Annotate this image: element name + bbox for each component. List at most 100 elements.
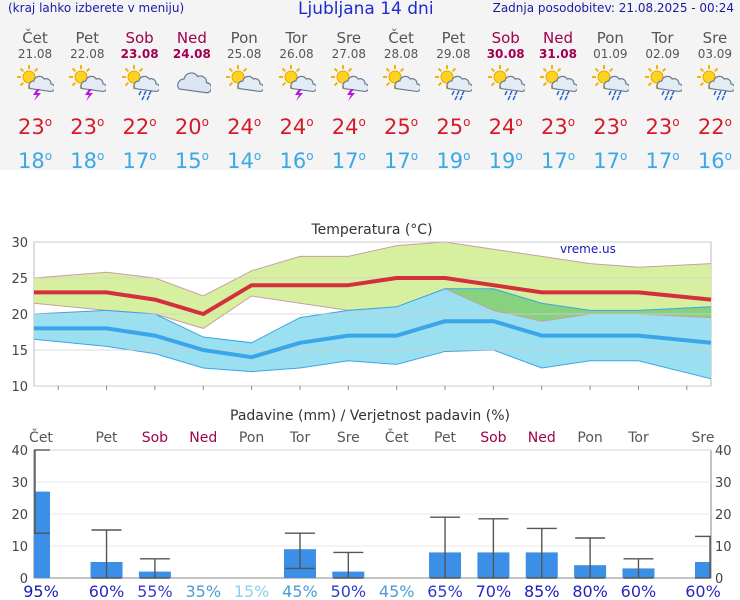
day-column: Čet 28.08 25o 17o: [375, 30, 427, 173]
y-tick-label-right: 10: [715, 540, 732, 555]
day-date: 27.08: [331, 47, 366, 61]
day-column: Sob 30.08 24o 19o: [480, 30, 532, 173]
day-label: Sre: [337, 430, 360, 446]
probability-label: 65%: [427, 582, 463, 600]
day-label: Ned: [189, 430, 217, 446]
y-tick-label-right: 40: [715, 444, 732, 459]
day-date: 25.08: [227, 47, 262, 61]
day-label: Sre: [692, 430, 715, 446]
day-name: Sre: [702, 29, 728, 47]
day-label: Sob: [142, 430, 168, 446]
day-label: Pon: [577, 430, 602, 446]
max-temperature-line: [34, 276, 712, 316]
sun-storm-icon: [69, 65, 107, 101]
max-temperature: 22o: [122, 115, 157, 139]
watermark: vreme.us: [560, 242, 616, 256]
max-temperature: 23o: [70, 115, 105, 139]
probability-label: 60%: [621, 582, 657, 600]
probability-label: 15%: [234, 582, 270, 600]
day-label: Čet: [385, 428, 409, 446]
y-tick-label-right: 30: [715, 476, 732, 491]
max-temperature: 20o: [174, 115, 209, 139]
day-column: Ned 31.08 23o 17o: [532, 30, 584, 173]
max-temperature: 24o: [227, 115, 262, 139]
precipitation-bar: [34, 491, 50, 578]
day-name: Sob: [491, 29, 520, 47]
day-name: Sob: [125, 29, 154, 47]
y-tick-label-left: 40: [11, 444, 28, 459]
day-column: Sre 03.09 22o 16o: [689, 30, 740, 173]
sun-rain-icon: [435, 65, 473, 101]
day-date: 01.09: [593, 47, 628, 61]
day-column: Tor 02.09 23o 17o: [637, 30, 689, 173]
min-temperature: 18o: [17, 149, 53, 173]
y-tick-label-left: 10: [11, 540, 28, 555]
probability-label: 45%: [379, 582, 415, 600]
day-date: 22.08: [70, 47, 105, 61]
sun-storm-icon: [17, 65, 54, 101]
sun-rain-icon: [696, 65, 734, 101]
sun-rain-icon: [540, 65, 577, 101]
cloud-icon: [177, 72, 211, 94]
sun-rain-icon: [121, 65, 159, 101]
max-temperature: 25o: [384, 115, 419, 139]
day-column: Pon 01.09 23o 17o: [584, 30, 636, 173]
min-temperature: 18o: [70, 149, 105, 173]
day-date: 03.09: [697, 47, 733, 61]
precipitation-chart-title: Padavine (mm) / Verjetnost padavin (%): [230, 408, 510, 424]
day-column: Ned 24.08 20o 15o: [166, 30, 218, 173]
day-name: Tor: [651, 29, 674, 47]
day-date: 31.08: [539, 47, 577, 61]
sun-storm-icon: [330, 65, 368, 101]
min-band-lower-edge: [33, 338, 712, 380]
day-label: Sob: [480, 430, 506, 446]
day-date: 02.09: [645, 47, 680, 61]
min-temperature: 19o: [488, 149, 523, 173]
sun-rain-icon: [487, 65, 525, 101]
min-temperature: 15o: [174, 149, 209, 173]
probability-label: 70%: [476, 582, 512, 600]
max-temperature: 23o: [645, 115, 680, 139]
probability-label: 35%: [185, 582, 221, 600]
sun-rain-icon: [592, 65, 630, 101]
day-column: Sob 23.08 22o 17o: [114, 30, 166, 173]
max-temperature: 25o: [436, 115, 471, 139]
min-temperature: 17o: [331, 149, 366, 173]
forecast-panel: (kraj lahko izberete v meniju) Ljubljana…: [0, 0, 740, 173]
min-band-upper-edge: [33, 288, 712, 344]
min-temperature: 17o: [122, 149, 157, 173]
day-date: 28.08: [383, 47, 419, 61]
y-tick-label-left: 30: [11, 476, 28, 491]
day-label: Ned: [528, 430, 556, 446]
min-temperature: 17o: [384, 149, 419, 173]
day-date: 23.08: [120, 47, 159, 61]
day-date: 26.08: [279, 47, 314, 61]
last-update: Zadnja posodobitev: 21.08.2025 - 00:24: [492, 1, 734, 15]
max-temperature: 24o: [279, 115, 314, 139]
min-temperature: 19o: [436, 149, 471, 173]
probability-label: 80%: [572, 582, 608, 600]
day-label: Pet: [434, 430, 457, 446]
y-tick-label: 25: [11, 272, 28, 287]
day-name: Tor: [285, 29, 308, 47]
max-temperature: 22o: [697, 115, 732, 139]
y-tick-label-right: 20: [715, 508, 732, 523]
day-date: 30.08: [486, 47, 525, 61]
y-tick-label-right: 0: [715, 572, 723, 587]
day-name: Ned: [543, 29, 573, 47]
probability-label: 60%: [89, 582, 125, 600]
max-temperature: 23o: [593, 115, 628, 139]
max-temperature: 23o: [540, 115, 576, 139]
region-menu-hint[interactable]: (kraj lahko izberete v meniju): [8, 1, 185, 15]
precipitation-bar: [695, 562, 711, 578]
day-date: 21.08: [17, 47, 53, 61]
day-column: Pet 22.08 23o 18o: [61, 30, 113, 173]
min-temperature-line: [34, 319, 712, 360]
day-date: 24.08: [172, 47, 211, 61]
day-label: Tor: [289, 430, 311, 446]
day-name: Čet: [22, 29, 48, 47]
day-label: Čet: [29, 428, 53, 446]
day-column: Pon 25.08 24o 14o: [218, 30, 270, 173]
day-name: Sre: [336, 29, 362, 47]
min-temperature: 16o: [279, 149, 314, 173]
